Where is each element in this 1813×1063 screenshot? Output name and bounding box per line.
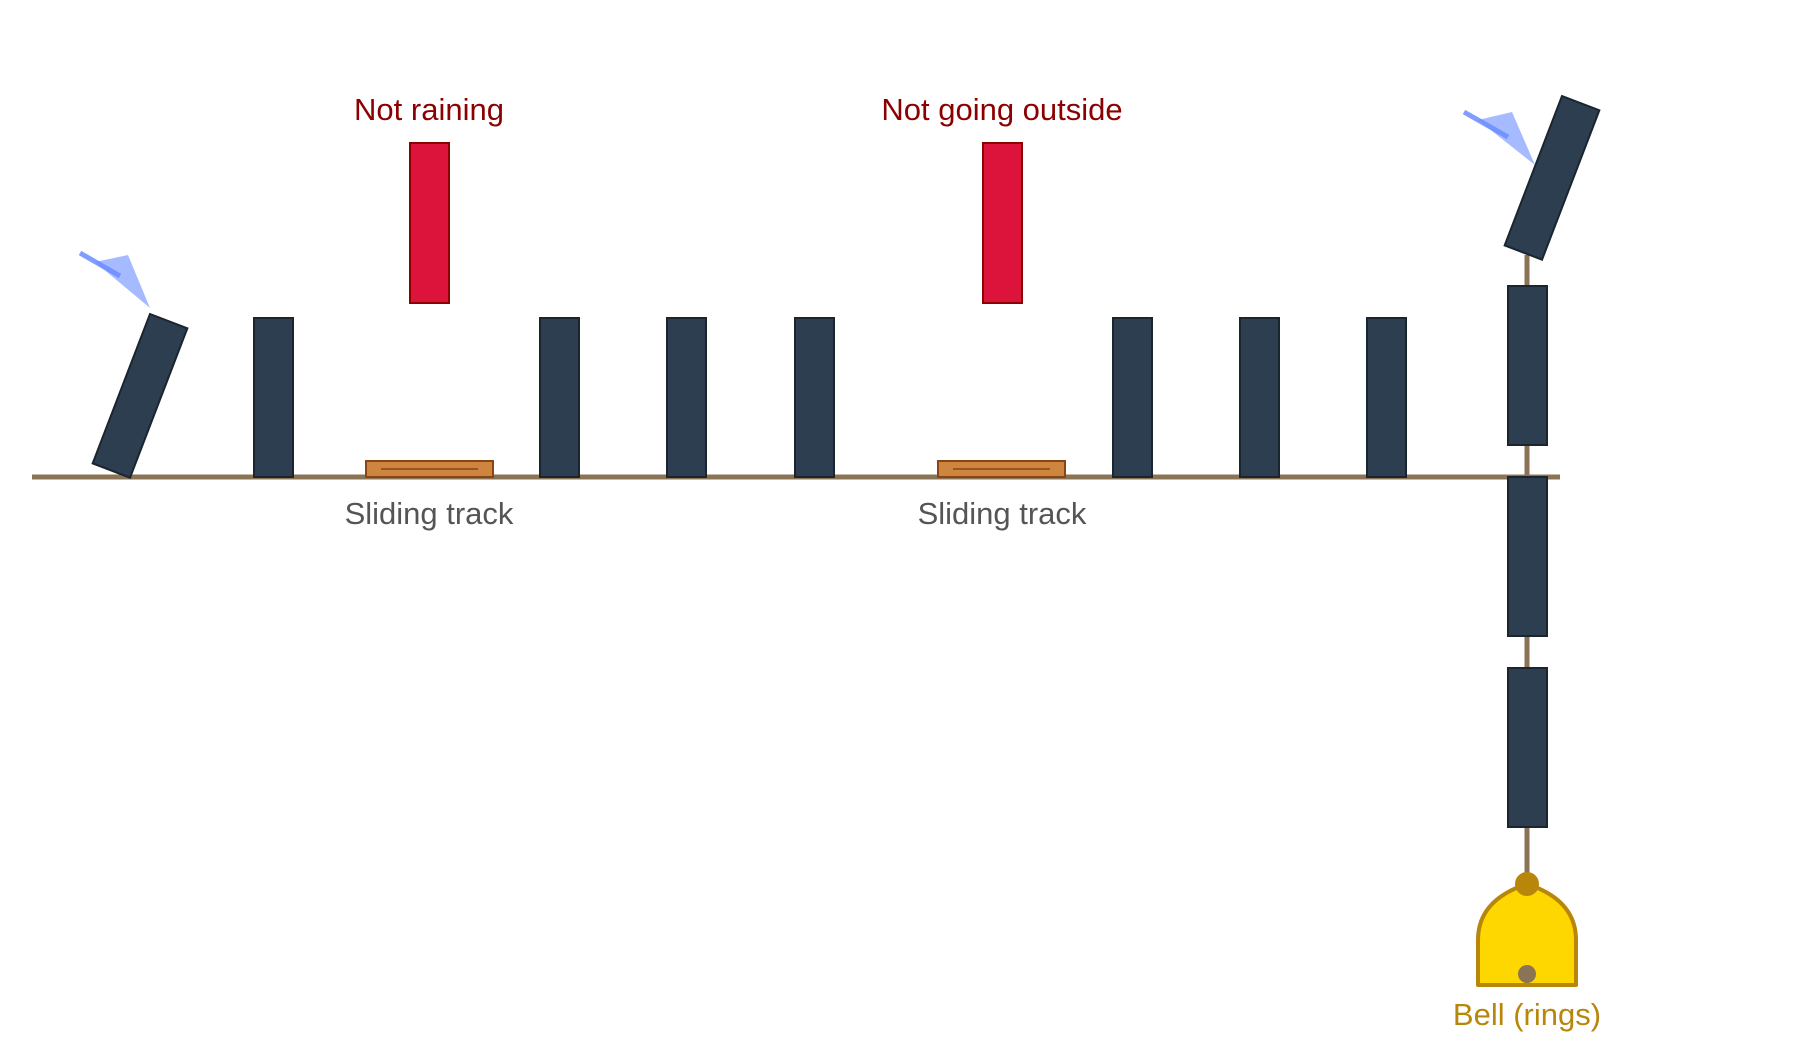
domino: [1366, 317, 1407, 478]
falling-domino-right: [1503, 94, 1601, 261]
domino: [1507, 667, 1548, 828]
domino: [1112, 317, 1153, 478]
push-arrow-icon: [78, 250, 150, 308]
domino: [1507, 476, 1548, 637]
blocker-label-not-raining: Not raining: [354, 92, 504, 127]
domino: [794, 317, 835, 478]
blocker-label-not-going-outside: Not going outside: [881, 92, 1122, 127]
domino: [539, 317, 580, 478]
blocker-not-raining: [409, 142, 450, 304]
domino: [1507, 285, 1548, 446]
domino: [1239, 317, 1280, 478]
falling-domino-left: [91, 312, 189, 479]
bell-icon: [1476, 872, 1578, 987]
sliding-track-label-2: Sliding track: [918, 496, 1087, 531]
push-arrow-icon: [1462, 109, 1535, 165]
bell-label: Bell (rings): [1453, 997, 1601, 1032]
blocker-not-going-outside: [982, 142, 1023, 304]
domino: [253, 317, 294, 478]
sliding-track-label-1: Sliding track: [345, 496, 514, 531]
domino: [666, 317, 707, 478]
